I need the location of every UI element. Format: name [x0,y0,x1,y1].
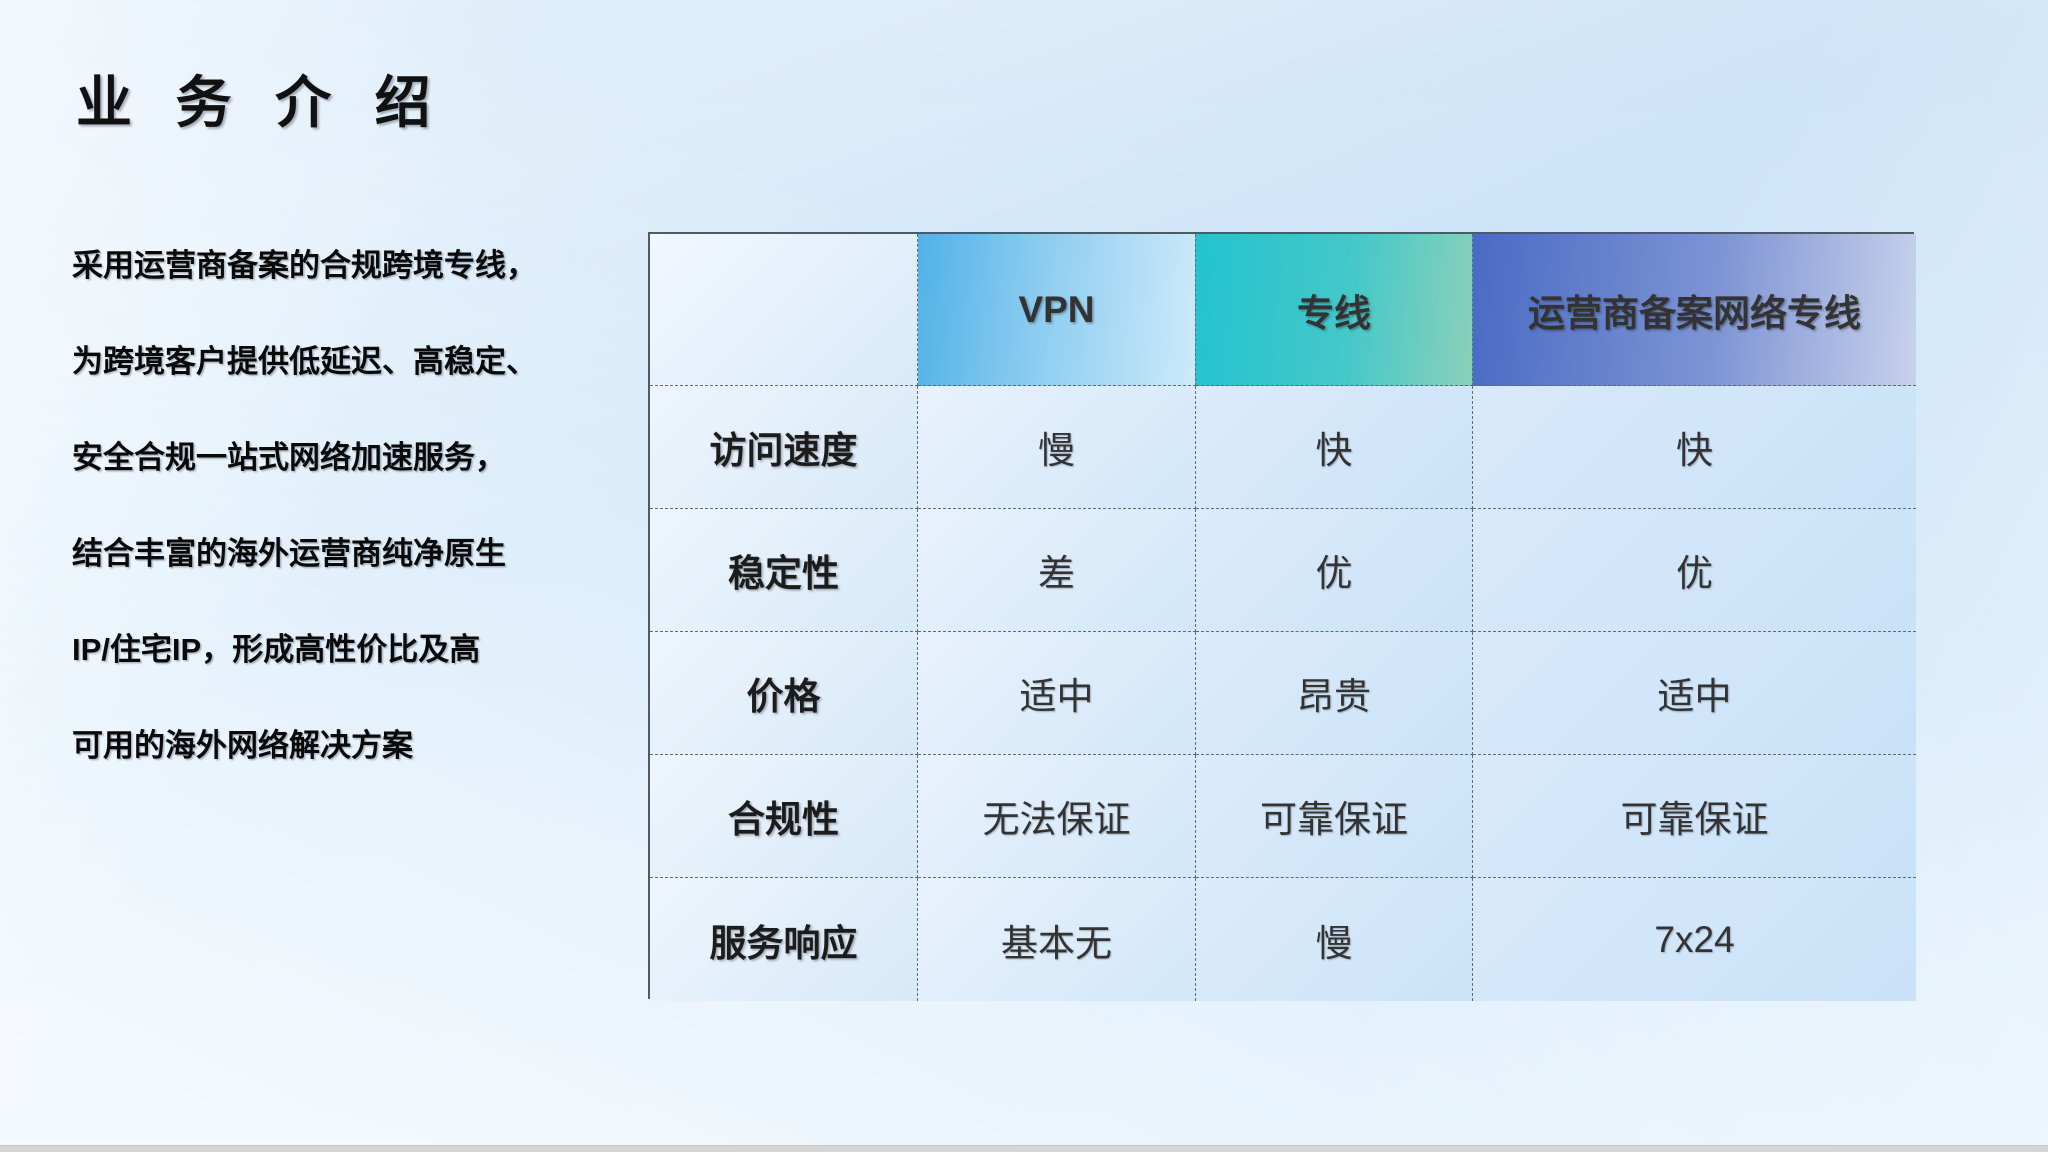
cell-service-response-carrier: 7x24 [1473,878,1916,1001]
table-header-blank [650,234,918,386]
cell-access-speed-vpn: 慢 [918,386,1196,509]
cell-compliance-carrier: 可靠保证 [1473,755,1916,878]
intro-line: 安全合规一站式网络加速服务， [72,439,506,475]
cell-price-vpn: 适中 [918,632,1196,755]
table-header-carrier-line: 运营商备案网络专线 [1473,234,1916,386]
intro-line: 采用运营商备案的合规跨境专线， [72,247,537,283]
row-label-access-speed: 访问速度 [650,386,918,509]
row-label-compliance: 合规性 [650,755,918,878]
intro-paragraph: 采用运营商备案的合规跨境专线， 为跨境客户提供低延迟、高稳定、 安全合规一站式网… [72,214,612,790]
page-title: 业 务 介 绍 [76,71,445,134]
row-label-price: 价格 [650,632,918,755]
cell-service-response-dedicated: 慢 [1196,878,1473,1001]
row-label-service-response: 服务响应 [650,878,918,1001]
cell-price-dedicated: 昂贵 [1196,632,1473,755]
bottom-edge-strip [0,1145,2048,1152]
cell-compliance-dedicated: 可靠保证 [1196,755,1473,878]
intro-line: IP/住宅IP，形成高性价比及高 [72,631,481,667]
cell-access-speed-carrier: 快 [1473,386,1916,509]
intro-line: 结合丰富的海外运营商纯净原生 [72,535,506,571]
cell-stability-dedicated: 优 [1196,509,1473,632]
cell-stability-vpn: 差 [918,509,1196,632]
cell-access-speed-dedicated: 快 [1196,386,1473,509]
cell-price-carrier: 适中 [1473,632,1916,755]
table-header-vpn: VPN [918,234,1196,386]
comparison-table: VPN 专线 运营商备案网络专线 访问速度 慢 快 快 稳定性 差 优 优 价格… [648,232,1916,1001]
table-header-dedicated-line: 专线 [1196,234,1473,386]
row-label-stability: 稳定性 [650,509,918,632]
cell-service-response-vpn: 基本无 [918,878,1196,1001]
cell-compliance-vpn: 无法保证 [918,755,1196,878]
cell-stability-carrier: 优 [1473,509,1916,632]
intro-line: 可用的海外网络解决方案 [72,727,413,763]
intro-line: 为跨境客户提供低延迟、高稳定、 [72,343,537,379]
